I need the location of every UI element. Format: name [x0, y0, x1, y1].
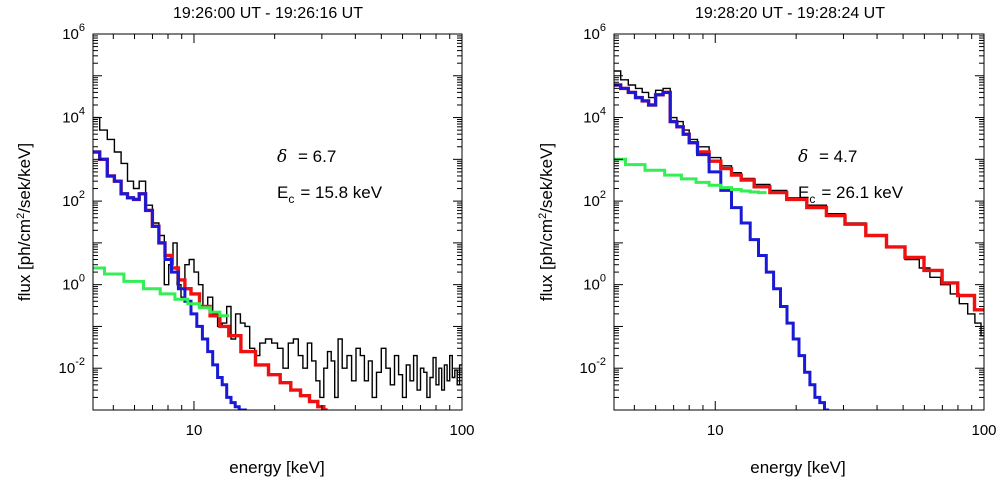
- right-y-tick-label: 102: [583, 189, 606, 210]
- right-x-tick-label: 10: [707, 422, 724, 439]
- left-delta-symbol: δ: [277, 147, 287, 167]
- left-panel: 19:26:00 UT - 19:26:16 UT 10 10010-210010…: [15, 5, 475, 477]
- left-plot-area: [93, 116, 462, 410]
- right-ec-main: E: [798, 183, 809, 202]
- left-y-axis-label: flux [ph/cm2/sek/keV]: [15, 143, 34, 301]
- right-panel-title: 19:28:20 UT - 19:28:24 UT: [695, 5, 885, 22]
- left-ec-annotation: Ec = 15.8 keV: [277, 183, 383, 206]
- right-panel: 19:28:20 UT - 19:28:24 UT 10 10010-210010…: [537, 5, 997, 477]
- left-y-tick-label: 10-2: [59, 356, 85, 377]
- right-y-tick-label: 100: [583, 273, 606, 294]
- right-nonthermal-component-line: [614, 157, 767, 195]
- left-x-tick-label: 10: [186, 422, 203, 439]
- right-y-axis-label: flux [ph/cm2/sek/keV]: [537, 143, 556, 301]
- left-plot-frame: [92, 33, 463, 411]
- right-plot-frame: [613, 33, 985, 411]
- right-series-group: [614, 70, 984, 410]
- right-y-tick-label: 10-2: [580, 356, 606, 377]
- right-y-tick-label: 106: [583, 22, 606, 43]
- right-ec-annotation: Ec = 26.1 keV: [798, 183, 904, 206]
- left-delta-value: = 6.7: [298, 147, 336, 166]
- left-x-tick-label: 100: [449, 422, 474, 439]
- left-y-tick-label: 102: [62, 189, 85, 210]
- left-series-group: [93, 116, 462, 410]
- left-ec-main: E: [277, 183, 288, 202]
- left-delta-annotation: δ = 6.7: [277, 147, 336, 167]
- right-y-tick-label: 104: [583, 106, 606, 127]
- left-thermal-component-line: [93, 150, 247, 410]
- right-plot-area: [614, 70, 984, 410]
- right-x-tick-label: 100: [971, 422, 996, 439]
- left-axes: 10 100 10-2 100 102 104 106: [59, 22, 475, 439]
- right-delta-symbol: δ: [798, 147, 808, 167]
- left-ec-sub: c: [288, 192, 294, 206]
- right-ec-sub: c: [809, 192, 815, 206]
- right-axes: 10 100 10-2 100 102 104 106: [580, 22, 997, 439]
- right-delta-annotation: δ = 4.7: [798, 147, 857, 167]
- left-nonthermal-component-line: [93, 266, 230, 318]
- right-thermal-component-line: [614, 83, 830, 410]
- right-delta-value: = 4.7: [819, 147, 857, 166]
- left-ec-value: = 15.8 keV: [300, 183, 382, 202]
- right-ec-value: = 26.1 keV: [821, 183, 903, 202]
- left-y-tick-label: 106: [62, 22, 85, 43]
- left-y-tick-label: 104: [62, 106, 85, 127]
- left-x-axis-label: energy [keV]: [229, 458, 324, 477]
- left-y-tick-label: 100: [62, 273, 85, 294]
- left-panel-title: 19:26:00 UT - 19:26:16 UT: [173, 5, 363, 22]
- right-x-axis-label: energy [keV]: [750, 458, 845, 477]
